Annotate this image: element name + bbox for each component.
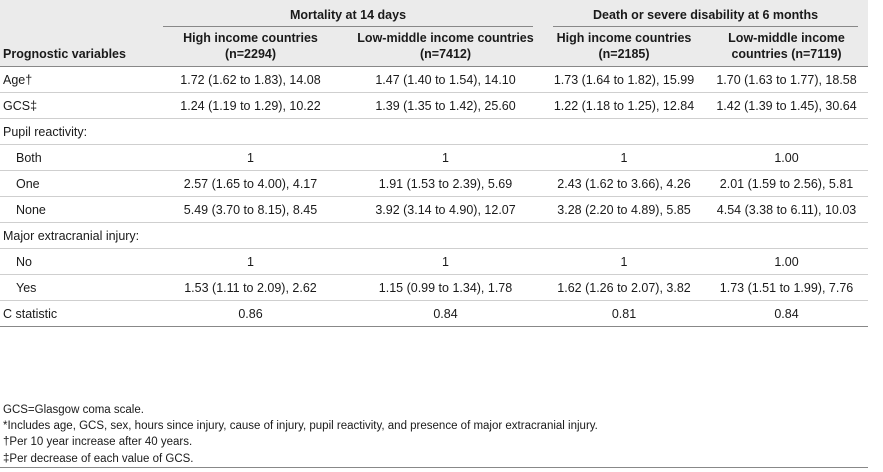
table-cell: 1.91 (1.53 to 2.39), 5.69	[378, 177, 513, 191]
table-cell	[348, 223, 543, 249]
table-cell: 1.73 (1.51 to 1.99), 7.76	[719, 281, 854, 295]
table-cell: 0.81	[611, 307, 637, 321]
group-header-death-disability: Death or severe disability at 6 months	[543, 0, 869, 27]
table-cell: 1.70 (1.63 to 1.77), 18.58	[716, 73, 857, 87]
table-cell: 1.39 (1.35 to 1.42), 25.60	[375, 99, 516, 113]
group-header-row: Mortality at 14 days Death or severe dis…	[0, 0, 869, 27]
prognostic-table: Mortality at 14 days Death or severe dis…	[0, 0, 869, 327]
table-cell: 4.54 (3.38 to 6.11), 10.03	[716, 203, 857, 217]
table-cell	[153, 119, 348, 145]
table-cell: 1	[442, 255, 449, 269]
table-cell: 1.42 (1.39 to 1.45), 30.64	[716, 99, 857, 113]
row-label: No	[16, 255, 32, 269]
table-row: C statistic 0.86 0.84 0.81 0.84	[0, 301, 869, 327]
column-header: High income countries (n=2185)	[543, 27, 706, 67]
row-label: Yes	[16, 281, 37, 295]
row-label: Major extracranial injury:	[3, 229, 140, 243]
row-label: Pupil reactivity:	[3, 125, 88, 139]
column-header: Low-middle income countries (n=7412)	[348, 27, 544, 67]
footnotes: GCS=Glasgow coma scale. *Includes age, G…	[3, 402, 598, 467]
table-cell: 5.49 (3.70 to 8.15), 8.45	[183, 203, 318, 217]
row-label: GCS‡	[3, 99, 38, 113]
table-row: GCS‡ 1.24 (1.19 to 1.29), 10.22 1.39 (1.35…	[0, 93, 869, 119]
column-header: High income countries (n=2294)	[153, 27, 348, 67]
table-cell: 1.00	[774, 151, 799, 165]
table-cell: 3.92 (3.14 to 4.90), 12.07	[375, 203, 516, 217]
footnote: ‡Per decrease of each value of GCS.	[3, 452, 194, 465]
footnote: †Per 10 year increase after 40 years.	[3, 436, 193, 449]
row-label: Both	[16, 151, 42, 165]
table-row: One 2.57 (1.65 to 4.00), 4.17 1.91 (1.53 t…	[0, 171, 869, 197]
table-cell: 1.22 (1.18 to 1.25), 12.84	[553, 99, 695, 113]
group-header-mortality: Mortality at 14 days	[153, 0, 544, 27]
table-cell: 1.53 (1.11 to 2.09), 2.62	[184, 281, 317, 295]
table-cell	[543, 223, 705, 249]
table-cell: 1.62 (1.26 to 2.07), 3.82	[557, 281, 691, 295]
table-cell: 0.84	[774, 307, 799, 321]
footnote: *Includes age, GCS, sex, hours since inj…	[3, 420, 598, 433]
table-row: None 5.49 (3.70 to 8.15), 8.45 3.92 (3.14 …	[0, 197, 869, 223]
table-cell	[348, 119, 543, 145]
table-cell: 2.57 (1.65 to 4.00), 4.17	[183, 177, 318, 191]
table-cell: 1	[247, 151, 254, 165]
table-cell: 2.01 (1.59 to 2.56), 5.81	[719, 177, 854, 191]
table-cell: 1	[620, 255, 628, 269]
table-cell: 1.73 (1.64 to 1.82), 15.99	[553, 73, 695, 87]
table-row: Major extracranial injury:	[0, 223, 869, 249]
table-cell: 1.47 (1.40 to 1.54), 14.10	[375, 73, 516, 87]
footnote: GCS=Glasgow coma scale.	[3, 404, 144, 416]
table-row: Age† 1.72 (1.62 to 1.83), 14.08 1.47 (1.40…	[0, 67, 869, 93]
table-cell	[543, 119, 705, 145]
table-cell	[705, 223, 868, 249]
row-label: One	[16, 177, 40, 191]
table-row: Yes 1.53 (1.11 to 2.09), 2.62 1.15 (0.99 t…	[0, 275, 869, 301]
table-cell: 1.24 (1.19 to 1.29), 10.22	[180, 99, 321, 113]
table-cell: 0.84	[433, 307, 458, 321]
table-cell: 1	[247, 255, 254, 269]
table-cell: 2.43 (1.62 to 3.66), 4.26	[557, 177, 691, 191]
table-cell: 1	[620, 151, 628, 165]
table-cell: 1	[442, 151, 449, 165]
table-row: Both 1 1 1 1.00	[0, 145, 869, 171]
column-header: Low-middle income countries (n=7119)	[705, 27, 869, 67]
table-cell	[705, 119, 868, 145]
column-header-row: Prognostic variables High income countri…	[0, 27, 869, 67]
column-header: Prognostic variables	[0, 27, 153, 67]
table-cell: 0.86	[238, 307, 263, 321]
table-row: Pupil reactivity:	[0, 119, 869, 145]
table-row: No 1 1 1 1.00	[0, 249, 869, 275]
table-cell	[153, 223, 348, 249]
bottom-rule	[0, 467, 868, 468]
table-cell: 1.00	[774, 255, 799, 269]
row-label: None	[16, 203, 46, 217]
table-cell: 1.15 (0.99 to 1.34), 1.78	[378, 281, 513, 295]
row-label: Age†	[3, 73, 33, 87]
row-label: C statistic	[3, 307, 58, 321]
table-cell: 1.72 (1.62 to 1.83), 14.08	[180, 73, 321, 87]
table-cell: 3.28 (2.20 to 4.89), 5.85	[557, 203, 691, 217]
